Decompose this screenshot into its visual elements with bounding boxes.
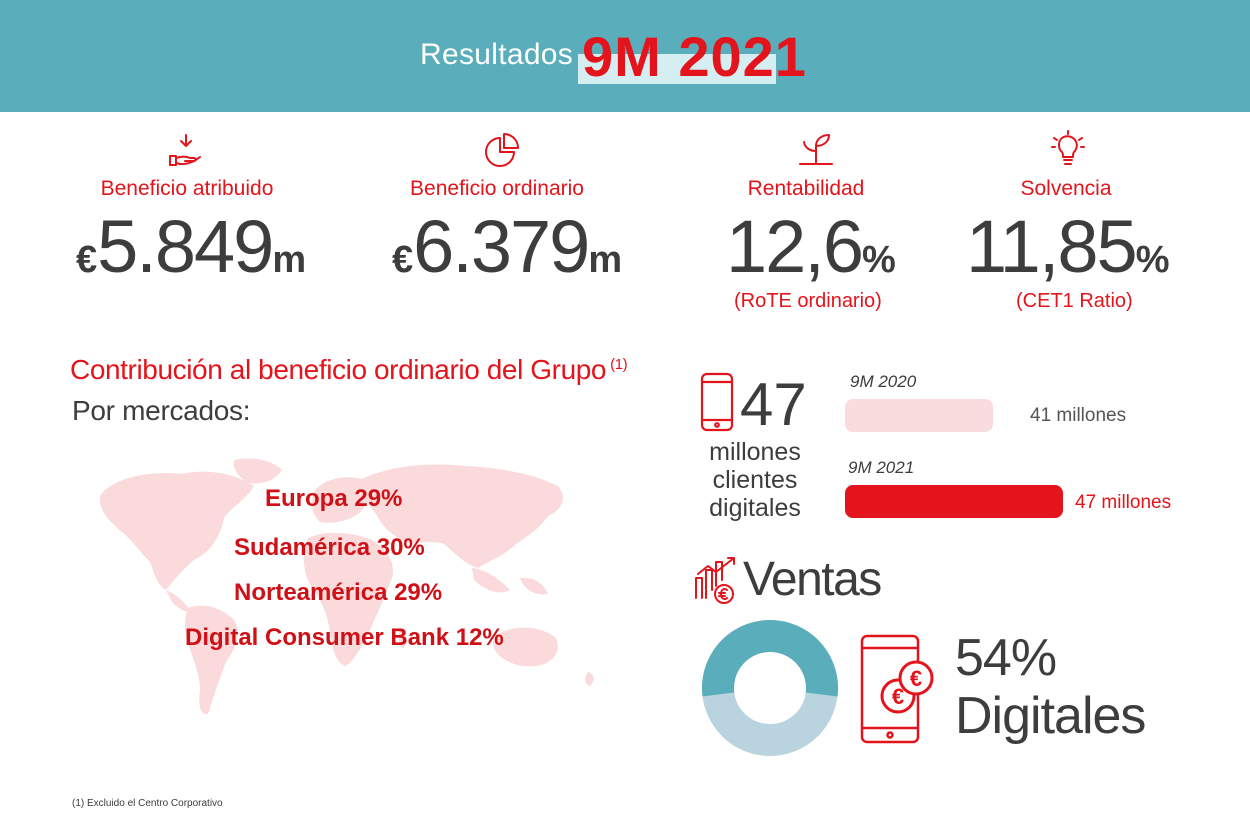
sales-digital-label: Digitales — [955, 687, 1146, 745]
kpi-value-rentabilidad: 12,6% — [726, 204, 896, 289]
kpi-number: 6.379 — [413, 205, 590, 288]
kpi-value-beneficio-ordinario: €6.379m — [392, 204, 622, 289]
footnote: (1) Excluido el Centro Corporativo — [72, 798, 223, 809]
kpi-label-beneficio-atribuido: Beneficio atribuido — [100, 177, 274, 200]
sales-chart-icon — [695, 557, 735, 604]
bar-year-2021: 9M 2021 — [848, 458, 915, 477]
kpi-unit: % — [862, 239, 896, 281]
digital-clients-text: millones clientes digitales — [700, 438, 810, 522]
footnote-reference: (1) — [610, 355, 628, 373]
market-norteamerica: Norteamérica 29% — [234, 579, 443, 606]
phone-euro-icon: € € — [860, 634, 934, 744]
donut-digital-segment — [702, 620, 838, 697]
bar-year-2020: 9M 2020 — [850, 372, 917, 391]
kpi-label-rentabilidad: Rentabilidad — [747, 177, 865, 200]
world-map — [99, 458, 594, 715]
bar-value-2020: 41 millones — [1030, 405, 1127, 426]
kpi-number: 11,85 — [966, 205, 1138, 288]
currency-symbol: € — [392, 239, 414, 281]
sprout-icon — [799, 134, 833, 165]
kpi-note-cet1: (CET1 Ratio) — [1016, 290, 1133, 312]
pie-chart-icon — [485, 133, 519, 167]
currency-symbol: € — [76, 239, 98, 281]
market-europa: Europa 29% — [265, 485, 403, 512]
kpi-number: 12,6 — [726, 205, 864, 288]
market-digital-consumer-bank: Digital Consumer Bank 12% — [185, 624, 504, 651]
header-period-highlight — [578, 54, 776, 84]
contribution-subtitle: Por mercados: — [72, 395, 251, 426]
kpi-value-beneficio-atribuido: €5.849m — [76, 204, 306, 289]
hand-receive-icon — [169, 134, 201, 166]
bar-value-2021: 47 millones — [1075, 492, 1172, 513]
kpi-value-solvencia: 11,85% — [966, 204, 1170, 289]
digital-clients-number: 47 — [740, 371, 807, 438]
sales-title: Ventas — [743, 553, 882, 606]
bar-2020 — [845, 399, 993, 432]
kpi-label-solvencia: Solvencia — [1020, 177, 1112, 200]
smartphone-icon — [700, 372, 734, 432]
market-sudamerica: Sudamérica 30% — [234, 534, 425, 561]
digital-clients-text-line3: digitales — [709, 494, 801, 522]
kpi-number: 5.849 — [97, 205, 274, 288]
svg-text:€: € — [892, 684, 904, 709]
bar-2021 — [845, 485, 1063, 518]
digital-clients-text-line1: millones — [709, 438, 801, 466]
kpi-note-rote: (RoTE ordinario) — [734, 290, 882, 312]
kpi-unit: % — [1135, 239, 1170, 281]
kpi-label-beneficio-ordinario: Beneficio ordinario — [410, 177, 584, 200]
digital-clients-text-line2: clientes — [712, 466, 798, 494]
kpi-unit: m — [588, 239, 623, 281]
sales-donut-chart — [702, 620, 838, 756]
header-label: Resultados — [420, 38, 574, 71]
svg-text:€: € — [910, 666, 922, 691]
sales-digital-percent: 54% — [955, 629, 1057, 687]
header-period: 9M 2021 — [582, 25, 807, 88]
lightbulb-icon — [1051, 130, 1085, 165]
contribution-title-text: Contribución al beneficio ordinario del … — [70, 354, 607, 385]
contribution-title: Contribución al beneficio ordinario del … — [70, 354, 628, 386]
kpi-unit: m — [272, 239, 307, 281]
